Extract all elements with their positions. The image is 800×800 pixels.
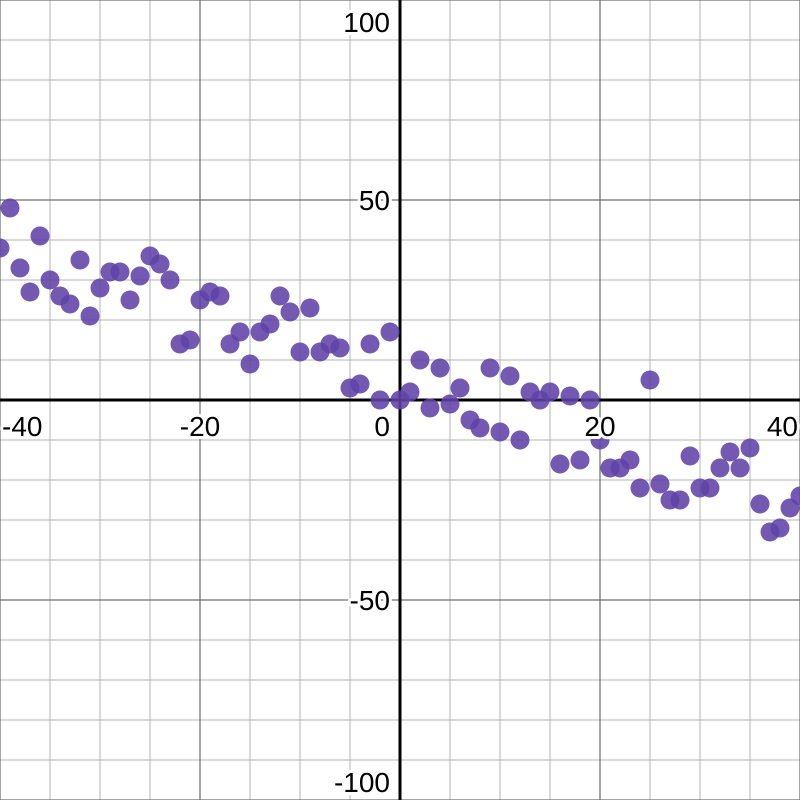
data-point: [330, 338, 350, 358]
x-tick-label: 0: [374, 411, 390, 442]
x-tick-label: -40: [2, 411, 42, 442]
data-point: [590, 430, 610, 450]
data-point: [430, 358, 450, 378]
data-points: [0, 198, 800, 542]
data-point: [210, 286, 230, 306]
data-point: [770, 518, 790, 538]
data-point: [500, 366, 520, 386]
data-point: [0, 238, 10, 258]
x-tick-label: 40: [767, 411, 798, 442]
data-point: [380, 322, 400, 342]
data-point: [400, 382, 420, 402]
data-point: [0, 198, 20, 218]
data-point: [350, 374, 370, 394]
data-point: [540, 382, 560, 402]
data-point: [80, 306, 100, 326]
data-point: [750, 494, 770, 514]
data-point: [280, 302, 300, 322]
data-point: [70, 250, 90, 270]
data-point: [160, 270, 180, 290]
y-tick-label: -100: [334, 767, 390, 798]
data-point: [120, 290, 140, 310]
data-point: [10, 258, 30, 278]
data-point: [680, 446, 700, 466]
data-point: [630, 478, 650, 498]
data-point: [720, 442, 740, 462]
data-point: [510, 430, 530, 450]
data-point: [730, 458, 750, 478]
data-point: [480, 358, 500, 378]
data-point: [360, 334, 380, 354]
data-point: [240, 354, 260, 374]
data-point: [90, 278, 110, 298]
data-point: [740, 438, 760, 458]
x-tick-label: 20: [584, 411, 615, 442]
data-point: [290, 342, 310, 362]
data-point: [550, 454, 570, 474]
data-point: [300, 298, 320, 318]
y-tick-label: -50: [350, 585, 390, 616]
data-point: [570, 450, 590, 470]
y-tick-label: 100: [343, 7, 390, 38]
data-point: [420, 398, 440, 418]
data-point: [580, 390, 600, 410]
y-tick-label: 50: [359, 185, 390, 216]
data-point: [60, 294, 80, 314]
data-point: [150, 254, 170, 274]
data-point: [700, 478, 720, 498]
data-point: [230, 322, 250, 342]
data-point: [260, 314, 280, 334]
data-point: [650, 474, 670, 494]
tick-labels: -40 -20 0 20 40 100 50 -50 -100: [0, 4, 800, 800]
data-point: [560, 386, 580, 406]
data-point: [20, 282, 40, 302]
data-point: [130, 266, 150, 286]
data-point: [620, 450, 640, 470]
data-point: [410, 350, 430, 370]
data-point: [440, 394, 460, 414]
data-point: [490, 422, 510, 442]
data-point: [640, 370, 660, 390]
data-point: [40, 270, 60, 290]
data-point: [470, 418, 490, 438]
data-point: [450, 378, 470, 398]
data-point: [30, 226, 50, 246]
x-tick-label: -20: [180, 411, 220, 442]
data-point: [180, 330, 200, 350]
data-point: [370, 390, 390, 410]
data-point: [670, 490, 690, 510]
data-point: [710, 458, 730, 478]
data-point: [110, 262, 130, 282]
data-point: [270, 286, 290, 306]
data-point: [790, 486, 800, 506]
